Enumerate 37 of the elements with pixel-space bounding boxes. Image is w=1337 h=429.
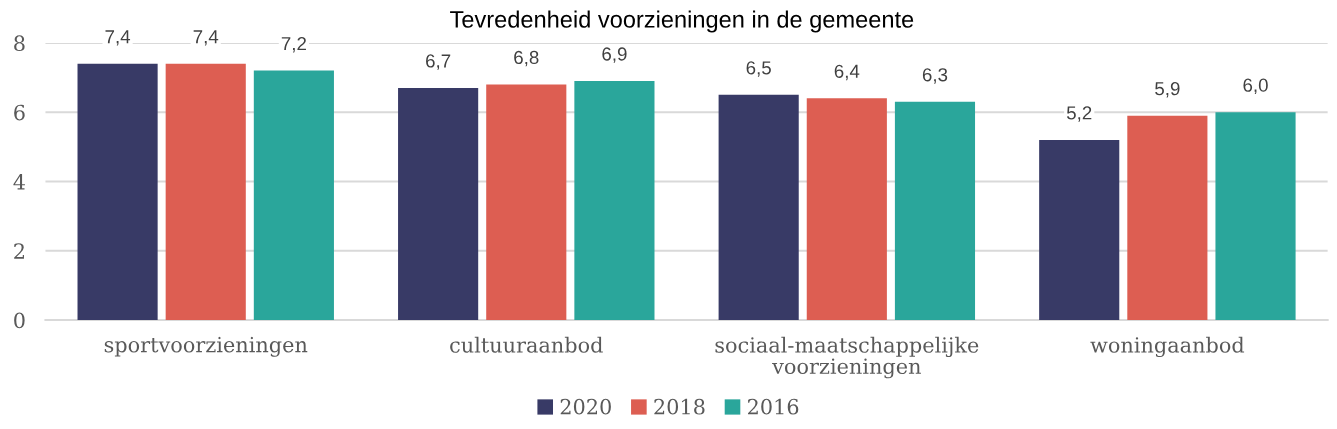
bar	[1039, 139, 1120, 321]
data-label: 5,9	[1155, 82, 1180, 98]
bar	[1127, 115, 1208, 321]
data-label: 6,8	[514, 50, 539, 67]
x-tick-label: sociaal-maatschappelijke voorzieningen	[715, 336, 979, 379]
data-label: 7,4	[193, 30, 219, 46]
data-label: 6,3	[922, 68, 948, 84]
chart-title: Tevredenheid voorzieningen in de gemeente	[450, 10, 914, 33]
bar	[398, 87, 479, 321]
legend-label: 2020	[560, 398, 611, 415]
data-label: 6,4	[834, 64, 860, 81]
bar	[806, 98, 887, 321]
bar	[718, 94, 799, 321]
y-tick-label: 6	[14, 104, 25, 121]
bar	[77, 63, 158, 321]
data-label: 6,7	[426, 54, 451, 70]
bar	[1215, 112, 1296, 321]
y-tick-label: 0	[14, 312, 25, 329]
legend-label: 2018	[654, 398, 705, 415]
bar	[486, 84, 567, 321]
bar	[574, 81, 655, 321]
legend-label: 2016	[747, 398, 799, 415]
y-tick-label: 2	[14, 243, 24, 259]
bar	[253, 70, 334, 321]
data-label: 5,2	[1066, 106, 1092, 122]
y-tick-label: 4	[13, 173, 25, 190]
y-tick-label: 8	[14, 35, 25, 52]
x-tick-label: cultuuraanbod	[450, 336, 603, 353]
data-label: 7,2	[281, 36, 306, 53]
bar	[165, 63, 246, 321]
data-label: 6,5	[746, 61, 771, 77]
x-tick-label: woningaanbod	[1090, 336, 1245, 358]
x-tick-label: sportvoorzieningen	[104, 336, 308, 357]
bar	[894, 101, 976, 321]
data-label: 6,0	[1243, 78, 1268, 95]
data-label: 7,4	[105, 30, 131, 46]
data-label: 6,9	[602, 47, 627, 63]
